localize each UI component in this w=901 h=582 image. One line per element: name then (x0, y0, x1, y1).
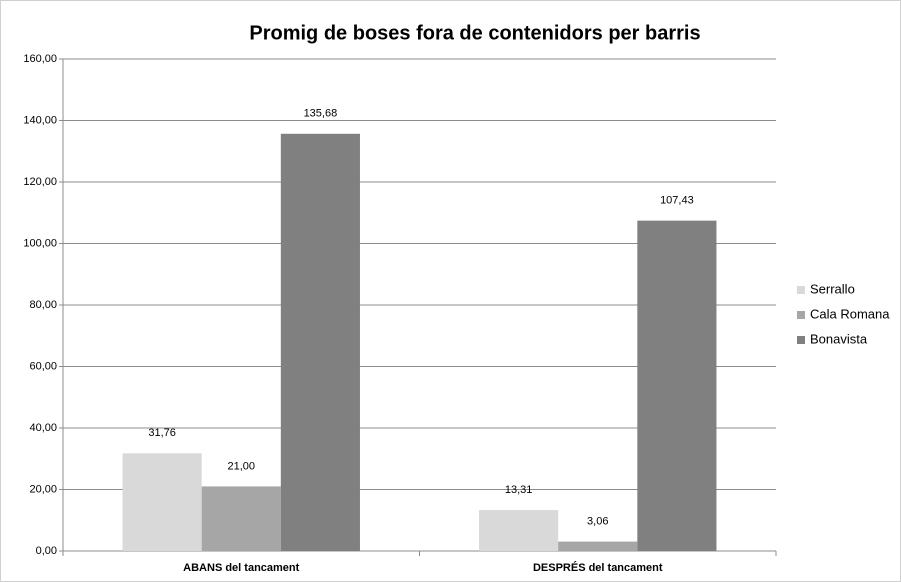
value-label: 31,76 (148, 427, 176, 439)
x-tick-label: DESPRÉS del tancament (533, 561, 663, 574)
y-tick-label: 100,00 (23, 237, 57, 249)
y-tick-label: 140,00 (23, 114, 57, 126)
bar (637, 220, 717, 551)
y-tick-label: 60,00 (29, 360, 57, 372)
legend-label: Serrallo (810, 281, 855, 296)
bar (479, 510, 559, 551)
value-label: 107,43 (660, 195, 694, 207)
chart-title: Promig de boses fora de contenidors per … (249, 22, 700, 44)
y-tick-label: 0,00 (36, 545, 57, 557)
y-tick-label: 40,00 (29, 422, 57, 434)
value-label: 13,31 (505, 484, 533, 496)
value-label: 3,06 (587, 515, 608, 527)
y-tick-label: 80,00 (29, 299, 57, 311)
y-tick-label: 160,00 (23, 53, 57, 65)
y-tick-label: 20,00 (29, 483, 57, 495)
bar (201, 486, 281, 551)
x-tick-label: ABANS del tancament (183, 562, 299, 574)
bar (122, 453, 202, 551)
legend-swatch (797, 286, 805, 294)
value-label: 135,68 (304, 108, 338, 120)
legend-label: Bonavista (810, 331, 868, 346)
legend-swatch (797, 336, 805, 344)
legend-label: Cala Romana (810, 306, 890, 321)
value-label: 21,00 (227, 460, 255, 472)
legend-swatch (797, 311, 805, 319)
bar (558, 541, 638, 551)
y-tick-label: 120,00 (23, 176, 57, 188)
bar (280, 133, 360, 551)
